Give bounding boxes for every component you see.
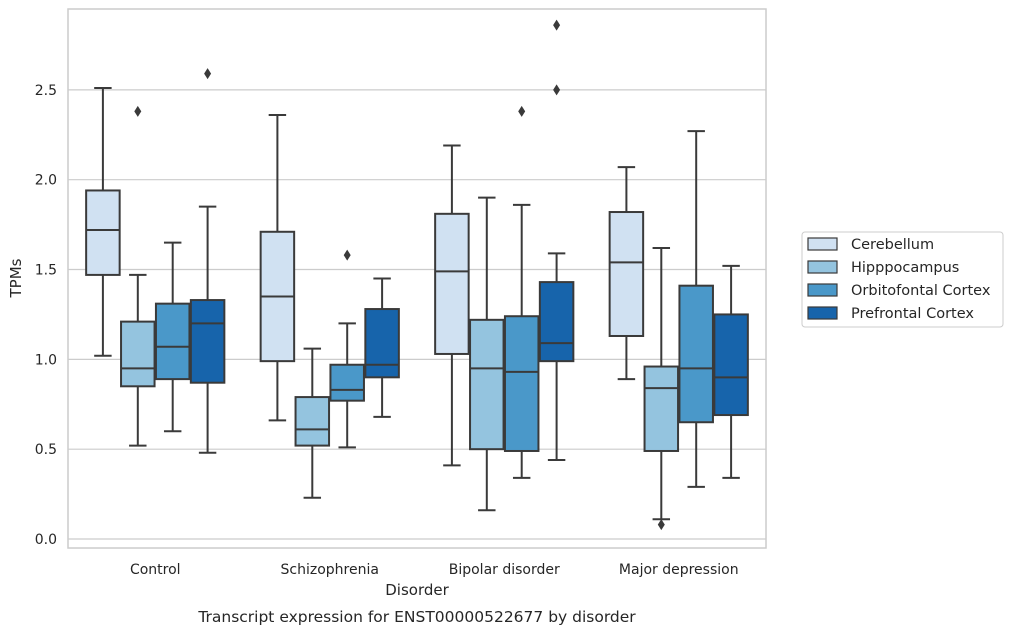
box-group xyxy=(713,264,749,479)
x-tick-label: Schizophrenia xyxy=(281,562,379,578)
legend-swatch xyxy=(807,283,838,297)
box-iqr xyxy=(189,299,226,384)
y-tick-label: 2.0 xyxy=(35,173,57,189)
legend-item: Orbitofontal Cortex xyxy=(807,283,991,299)
outlier-point xyxy=(518,105,526,117)
box-iqr xyxy=(469,318,505,451)
outlier-point xyxy=(134,105,142,117)
box-iqr xyxy=(434,212,470,355)
box-group xyxy=(85,87,121,357)
box-iqr xyxy=(154,302,191,381)
y-tick-labels: 0.0 0.5 1.0 1.5 2.0 2.5 xyxy=(35,83,57,548)
box-group xyxy=(503,105,540,479)
y-tick-label: 0.0 xyxy=(35,532,57,548)
box-group xyxy=(294,347,331,499)
box-iqr xyxy=(294,396,331,447)
box-iqr xyxy=(364,308,400,379)
legend-item: Prefrontal Cortex xyxy=(807,306,974,322)
box-group xyxy=(469,196,505,512)
y-tick-label: 0.5 xyxy=(35,442,57,458)
legend-label: Cerebellum xyxy=(851,237,934,253)
plot-area xyxy=(85,19,749,531)
box-iqr xyxy=(503,315,540,452)
plot-frame xyxy=(67,8,767,549)
box-iqr xyxy=(538,281,575,363)
legend-item: Hipppocampus xyxy=(807,260,959,276)
outlier-point xyxy=(343,249,351,261)
outlier-point xyxy=(553,19,561,31)
legend-label: Orbitofontal Cortex xyxy=(851,283,991,299)
legend-frame xyxy=(801,231,1004,328)
box-iqr xyxy=(120,320,156,388)
box-group xyxy=(608,166,645,381)
x-tick-label: Bipolar disorder xyxy=(449,562,560,578)
x-tick-labels: Control Schizophrenia Bipolar disorder Majo… xyxy=(130,562,739,578)
box-iqr xyxy=(643,365,680,452)
outlier-point xyxy=(553,84,561,96)
box-group xyxy=(643,246,680,531)
box-group xyxy=(120,105,156,447)
box-iqr xyxy=(678,284,714,424)
box-group xyxy=(329,249,365,449)
outlier-point xyxy=(204,68,212,80)
outlier-point xyxy=(657,519,665,531)
box-group xyxy=(678,130,714,488)
legend-label: Prefrontal Cortex xyxy=(851,306,974,322)
box-iqr xyxy=(85,189,121,276)
box-iqr xyxy=(713,313,749,417)
box-group xyxy=(364,277,400,418)
legend-item: Cerebellum xyxy=(807,237,934,253)
legend-swatch xyxy=(807,237,838,251)
box-group xyxy=(538,19,575,461)
box-iqr xyxy=(608,211,645,337)
y-tick-label: 2.5 xyxy=(35,83,57,99)
box-group xyxy=(154,241,191,433)
chart-caption: Transcript expression for ENST0000052267… xyxy=(197,608,636,626)
y-tick-label: 1.0 xyxy=(35,352,57,368)
box-group xyxy=(259,114,296,422)
x-tick-label: Control xyxy=(130,562,181,578)
legend-swatch xyxy=(807,260,838,274)
box-group xyxy=(189,68,226,454)
legend-label: Hipppocampus xyxy=(851,260,959,276)
legend: Cerebellum Hipppocampus Orbitofontal Corte… xyxy=(801,231,1004,328)
y-axis-label: TPMs xyxy=(7,258,25,298)
box-group xyxy=(434,144,470,467)
box-iqr xyxy=(329,363,365,402)
legend-swatch xyxy=(807,306,838,320)
x-tick-label: Major depression xyxy=(619,562,739,578)
x-axis-label: Disorder xyxy=(385,581,449,599)
y-tick-label: 1.5 xyxy=(35,263,57,279)
